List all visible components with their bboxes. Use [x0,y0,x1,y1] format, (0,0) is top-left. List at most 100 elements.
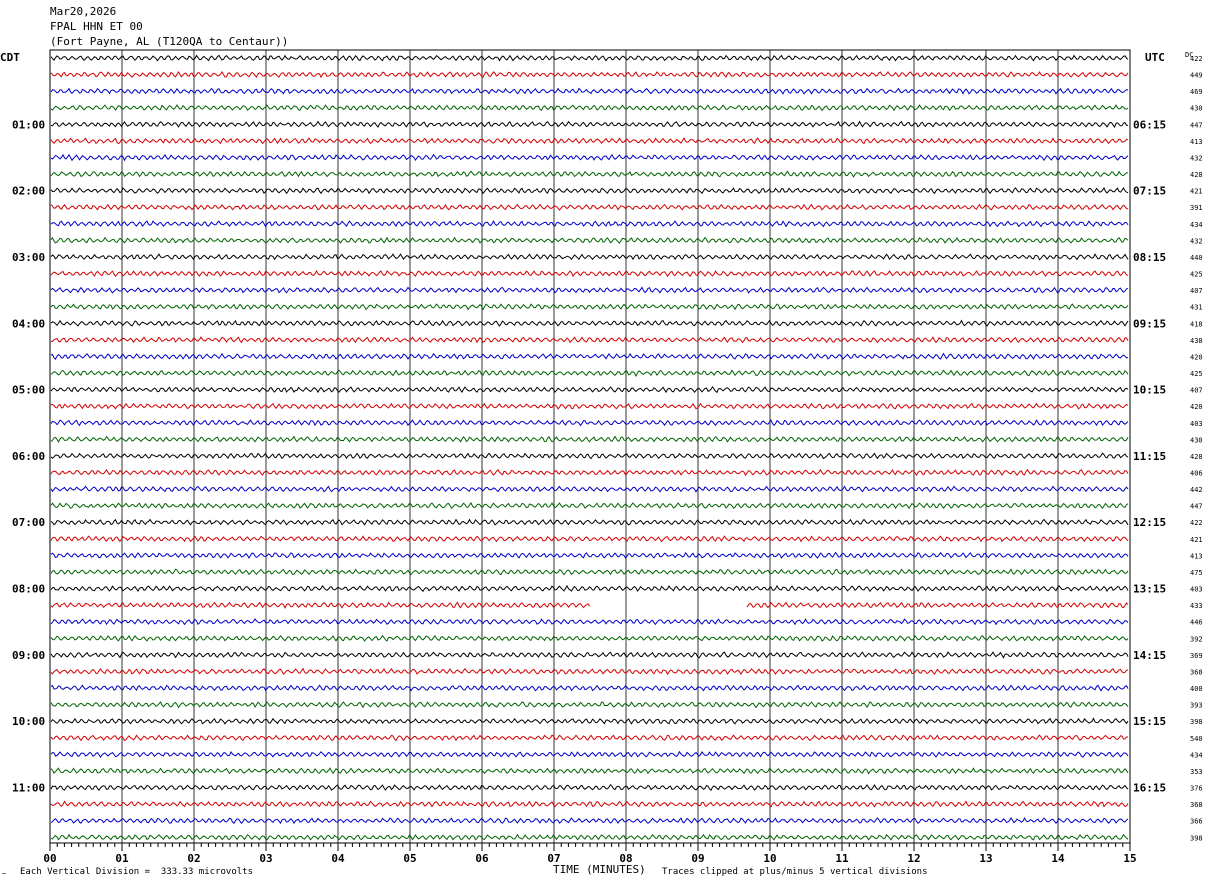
dc-value: 422 [1190,519,1203,527]
dc-value: 366 [1190,818,1203,826]
dc-value: 447 [1190,503,1203,511]
seismic-trace [50,601,1129,609]
dc-value: 432 [1190,237,1203,245]
dc-value: 398 [1190,834,1203,842]
seismic-trace [50,833,1129,841]
seismic-trace [50,70,1129,79]
dc-value: 392 [1190,635,1203,643]
right-time-label: 15:15 [1133,715,1166,728]
seismic-trace [50,54,1129,62]
left-time-label: 07:00 [12,516,45,529]
seismic-trace [50,568,1129,576]
dc-value: 369 [1190,652,1203,660]
dc-value: 440 [1190,254,1203,262]
seismic-trace [50,435,1129,443]
dc-value: 425 [1190,271,1203,279]
seismic-trace [50,485,1129,493]
seismic-trace [50,816,1129,825]
clip-note: Traces clipped at plus/minus 5 vertical … [662,867,928,877]
dc-value: 469 [1190,88,1203,96]
x-tick-label: 14 [1051,852,1065,865]
seismic-trace [50,220,1129,228]
left-time-label: 08:00 [12,583,45,596]
seismic-trace [50,336,1129,344]
corner-mark: ~ [2,870,7,878]
right-time-label: 16:15 [1133,782,1166,795]
dc-value: 406 [1190,470,1203,478]
seismic-trace [50,269,1129,278]
x-axis-label: TIME (MINUTES) [553,863,646,876]
seismic-trace [50,767,1129,775]
seismic-trace [50,203,1129,211]
dc-value: 422 [1190,55,1203,63]
dc-value: 428 [1190,171,1203,179]
dc-value: 449 [1190,72,1203,80]
dc-value: 420 [1190,403,1203,411]
seismic-trace [50,303,1129,311]
right-timezone-label: UTC [1145,51,1165,64]
left-time-label: 05:00 [12,384,45,397]
dc-value: 540 [1190,735,1203,743]
x-tick-label: 15 [1123,852,1136,865]
location-label: (Fort Payne, AL (T120QA to Centaur)) [50,35,289,48]
seismic-trace [50,535,1129,543]
seismic-trace [50,402,1129,410]
right-time-label: 11:15 [1133,450,1166,463]
dc-value: 446 [1190,619,1203,627]
right-time-label: 06:15 [1133,118,1166,131]
left-time-label: 10:00 [12,715,45,728]
x-tick-label: 05 [403,852,416,865]
dc-value: 447 [1190,121,1203,129]
seismic-trace [50,104,1129,112]
left-time-label: 01:00 [12,118,45,131]
x-tick-label: 04 [331,852,345,865]
dc-value: 438 [1190,337,1203,345]
seismic-trace [50,369,1129,378]
dc-value: 434 [1190,751,1203,759]
seismic-trace [50,236,1129,244]
seismic-trace [50,452,1129,460]
seismic-trace [50,253,1129,261]
date-label: Mar20,2026 [50,5,117,18]
left-timezone-label: CDT [0,51,20,64]
left-time-label: 04:00 [12,317,45,330]
right-time-label: 09:15 [1133,317,1166,330]
seismic-trace [50,717,1129,725]
right-time-label: 07:15 [1133,185,1166,198]
x-tick-label: 11 [835,852,849,865]
dc-value: 353 [1190,768,1203,776]
dc-value: 376 [1190,785,1203,793]
dc-value: 425 [1190,370,1203,378]
dc-label: DC [1185,51,1193,59]
seismic-trace [50,352,1129,360]
seismic-trace [50,286,1129,294]
dc-value: 428 [1190,453,1203,461]
right-time-label: 14:15 [1133,649,1166,662]
dc-value: 430 [1190,436,1203,444]
seismic-trace [50,319,1129,327]
dc-value: 433 [1190,602,1203,610]
seismic-trace [50,667,1129,675]
x-tick-label: 12 [907,852,920,865]
seismic-trace [50,87,1129,95]
dc-value: 432 [1190,154,1203,162]
dc-value: 407 [1190,387,1203,395]
dc-value: 393 [1190,702,1203,710]
dc-value: 391 [1190,204,1203,212]
dc-value: 398 [1190,718,1203,726]
right-time-label: 12:15 [1133,516,1166,529]
seismic-trace [50,734,1129,742]
left-time-label: 09:00 [12,649,45,662]
seismic-trace [50,170,1129,178]
dc-value: 400 [1190,685,1203,693]
dc-value: 403 [1190,420,1203,428]
seismic-trace [50,618,1129,626]
left-time-label: 06:00 [12,450,45,463]
x-tick-label: 01 [115,852,129,865]
dc-value: 475 [1190,569,1203,577]
dc-value: 442 [1190,486,1203,494]
dc-value: 431 [1190,304,1203,312]
dc-value: 420 [1190,353,1203,361]
dc-value: 403 [1190,586,1203,594]
